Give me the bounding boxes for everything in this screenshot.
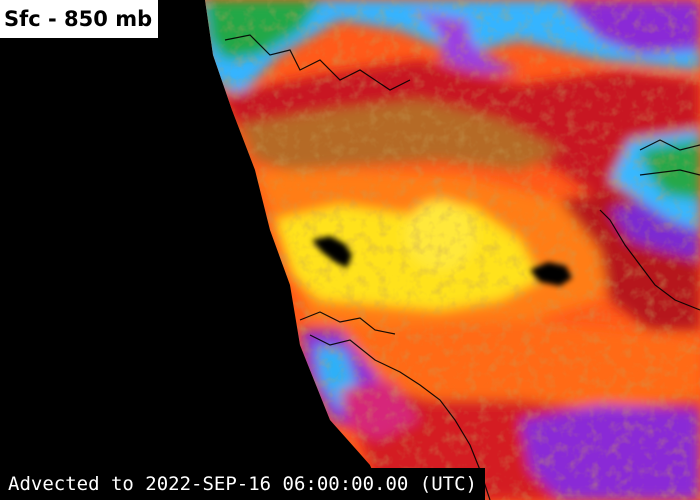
border-sahara bbox=[639, 169, 700, 176]
coastlines bbox=[224, 34, 700, 500]
timestamp-label: Advected to 2022-SEP-16 06:00:00.00 (UTC… bbox=[0, 468, 485, 500]
layer-title: Sfc - 850 mb bbox=[0, 0, 159, 38]
imagery-layer bbox=[205, 0, 700, 500]
coastline-north-america bbox=[224, 34, 411, 91]
gap-patch-east bbox=[530, 262, 572, 286]
hurricane-eye-patch bbox=[312, 236, 352, 268]
coastline-africa bbox=[599, 209, 700, 311]
coastline-iberia bbox=[639, 139, 700, 151]
coastline-south-america bbox=[309, 334, 491, 500]
coastline-caribbean bbox=[299, 311, 396, 335]
